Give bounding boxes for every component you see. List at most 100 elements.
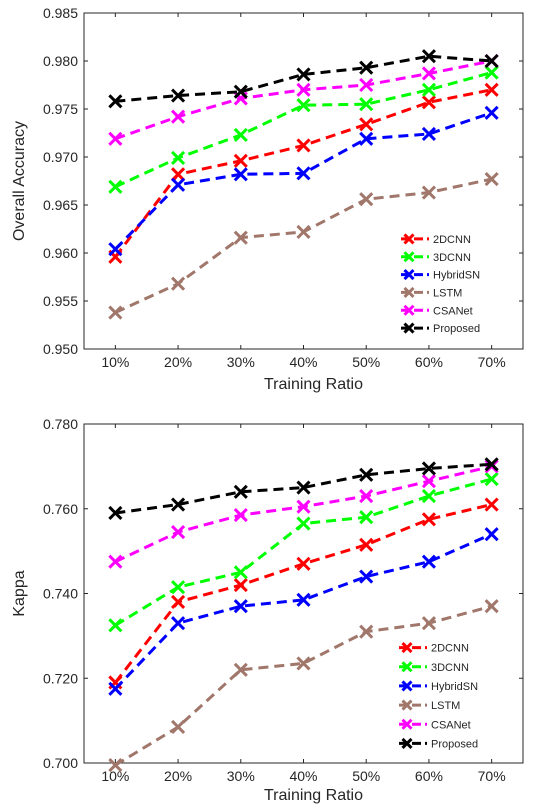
x-tick-label: 40% — [289, 768, 317, 784]
data-point-marker — [171, 616, 186, 631]
x-tick-label: 40% — [289, 354, 317, 370]
series-line — [114, 111, 493, 251]
data-point-marker — [359, 510, 374, 525]
data-point-marker — [171, 524, 186, 540]
data-point-marker — [108, 179, 123, 194]
data-point-marker — [233, 167, 248, 182]
x-tick-label: 70% — [478, 768, 506, 784]
data-point-marker — [233, 484, 248, 499]
data-point-marker — [296, 224, 311, 239]
data-point-marker — [171, 88, 186, 103]
series-3dcnn — [108, 65, 499, 194]
y-tick-label: 0.760 — [43, 501, 78, 517]
legend-label: LSTM — [433, 287, 462, 299]
data-point-marker — [296, 499, 311, 514]
legend-box — [394, 229, 504, 338]
y-tick-label: 0.975 — [43, 101, 78, 117]
data-point-marker — [359, 569, 374, 584]
series-csanet — [108, 459, 499, 569]
y-tick-label: 0.965 — [43, 197, 78, 213]
y-axis-label: Kappa — [11, 570, 28, 616]
y-tick-label: 0.970 — [43, 149, 78, 165]
data-point-marker — [233, 508, 248, 523]
data-point-marker — [359, 117, 374, 132]
legend-label: 3DCNN — [433, 252, 471, 264]
series-hybridsn — [108, 105, 499, 257]
legend-marker — [403, 269, 415, 281]
y-tick-label: 0.720 — [43, 670, 78, 686]
data-point-marker — [421, 49, 436, 64]
x-tick-label: 10% — [101, 768, 129, 784]
legend: 2DCNN 3DCNN HybridSN LSTM CSANet Proposed — [392, 637, 504, 754]
y-tick-label: 0.780 — [43, 416, 78, 432]
y-tick-label: 0.985 — [43, 5, 78, 21]
series-2dcnn — [108, 82, 499, 264]
data-point-marker — [233, 577, 248, 593]
data-point-marker — [359, 467, 374, 482]
data-point-marker — [108, 758, 123, 773]
data-point-marker — [484, 472, 499, 487]
data-point-marker — [233, 230, 248, 245]
data-point-marker — [484, 527, 499, 542]
data-point-marker — [359, 192, 374, 207]
data-point-marker — [421, 185, 436, 200]
y-tick-label: 0.960 — [43, 245, 78, 261]
legend-marker — [401, 699, 413, 711]
data-point-marker — [171, 719, 186, 735]
data-point-marker — [108, 242, 123, 257]
x-tick-label: 20% — [164, 354, 192, 370]
legend-marker — [401, 737, 413, 749]
data-point-marker — [171, 150, 186, 166]
data-point-marker — [108, 618, 123, 633]
data-point-marker — [484, 599, 499, 614]
data-point-marker — [296, 166, 311, 181]
x-tick-label: 30% — [227, 768, 255, 784]
data-point-marker — [233, 662, 248, 677]
legend-item: 3DCNN — [401, 251, 471, 264]
y-tick-label: 0.950 — [43, 341, 78, 357]
legend-marker — [401, 642, 413, 654]
data-point-marker — [108, 94, 123, 109]
legend-label: CSANet — [433, 305, 473, 317]
data-point-marker — [296, 656, 311, 671]
data-point-marker — [296, 592, 311, 607]
data-point-marker — [108, 131, 123, 146]
data-point-marker — [171, 276, 186, 291]
legend-marker — [403, 322, 415, 334]
legend-marker — [403, 251, 415, 263]
series-lstm — [108, 599, 499, 773]
data-point-marker — [171, 580, 186, 595]
chart-2: 0.700 0.720 0.740 0.760 0.780 10% 20% 30% 40% 50%… — [11, 416, 524, 804]
x-axis-label: Training Ratio — [264, 787, 363, 804]
legend-item: 3DCNN — [399, 661, 469, 674]
legend-item: CSANet — [399, 718, 471, 731]
legend-label: CSANet — [431, 719, 471, 731]
chart-1: 0.950 0.955 0.960 0.965 0.970 0.975 0.980 0.985… — [11, 5, 524, 393]
data-point-marker — [421, 488, 436, 504]
x-tick-label: 20% — [164, 768, 192, 784]
legend-marker — [403, 304, 415, 316]
data-point-marker — [421, 474, 436, 489]
data-point-marker — [233, 127, 248, 142]
data-point-marker — [421, 512, 436, 527]
data-point-marker — [296, 138, 311, 153]
legend-item: HybridSN — [399, 680, 478, 693]
data-point-marker — [484, 65, 499, 80]
legend-label: 2DCNN — [431, 643, 469, 655]
data-point-marker — [421, 461, 436, 476]
data-point-marker — [421, 95, 436, 110]
legend-label: HybridSN — [433, 270, 480, 282]
data-point-marker — [421, 554, 436, 569]
data-point-marker — [484, 105, 499, 120]
y-tick-label: 0.700 — [43, 755, 78, 771]
data-point-marker — [296, 67, 311, 82]
legend-item: Proposed — [401, 322, 480, 335]
legend-box — [392, 637, 504, 754]
legend-label: LSTM — [431, 700, 460, 712]
legend-item: 2DCNN — [399, 642, 469, 655]
legend-label: HybridSN — [431, 681, 478, 693]
y-tick-label: 0.740 — [43, 586, 78, 602]
data-point-marker — [233, 565, 248, 580]
x-tick-label: 10% — [101, 354, 129, 370]
legend-marker — [401, 718, 413, 730]
